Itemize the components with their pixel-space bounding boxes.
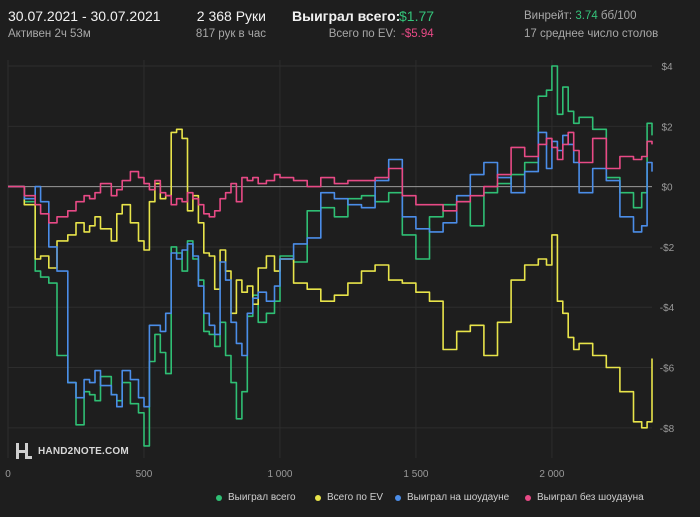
legend-label: Всего по EV <box>327 492 384 503</box>
legend-item-won-total[interactable]: Выиграл всего <box>216 492 296 503</box>
ev-total-value: -$5.94 <box>401 28 434 40</box>
legend-label: Выиграл без шоудауна <box>537 492 644 503</box>
profit-chart[interactable]: $4 $2 $0 -$2 -$4 -$6 -$8 0 500 1 000 1 500 2 000 <box>0 0 700 490</box>
series-line-4 <box>8 131 653 224</box>
y-tick-label: $0 <box>661 183 673 194</box>
winrate-value: 3.74 <box>575 10 598 22</box>
date-range[interactable]: 30.07.2021 - 30.07.2021 <box>8 8 161 24</box>
legend-item-ev-total[interactable]: Всего по EV <box>315 492 383 503</box>
legend-dot <box>216 494 222 501</box>
y-tick-label: $2 <box>661 122 673 133</box>
legend-label: Выиграл на шоудауне <box>407 492 510 503</box>
active-time: Активен 2ч 53м <box>8 28 91 40</box>
series-line-3 <box>8 131 653 408</box>
x-tick-label: 2 000 <box>539 469 564 480</box>
avg-tables: 17 среднее число столов <box>524 28 659 40</box>
y-tick-label: $4 <box>661 62 673 73</box>
legend-dot <box>315 494 321 501</box>
chart-legend: Выиграл всего Всего по EV Выиграл на шоу… <box>0 492 700 510</box>
legend-label: Выиграл всего <box>228 492 296 503</box>
hands-count: 2 368 Руки <box>196 8 266 24</box>
x-tick-label: 1 000 <box>267 469 292 480</box>
won-total-label: Выиграл всего: <box>292 8 401 24</box>
winrate-unit: бб/100 <box>600 10 637 22</box>
y-tick-label: -$2 <box>660 243 675 254</box>
x-tick-label: 0 <box>5 469 11 480</box>
legend-item-won-showdown[interactable]: Выиграл на шоудауне <box>395 492 509 503</box>
hand2note-logo-icon <box>16 443 32 459</box>
won-total-value: $1.77 <box>399 8 435 24</box>
x-tick-label: 1 500 <box>403 469 428 480</box>
y-tick-label: -$8 <box>660 424 675 435</box>
stats-header: 30.07.2021 - 30.07.2021 Активен 2ч 53м 2… <box>0 0 700 46</box>
hands-per-hour: 817 рук в час <box>195 28 266 40</box>
legend-item-won-non-showdown[interactable]: Выиграл без шоудауна <box>525 492 644 503</box>
legend-dot <box>525 494 531 501</box>
x-tick-label: 500 <box>136 469 153 480</box>
hand2note-logo: HAND2NOTE.COM <box>14 441 129 461</box>
y-tick-label: -$6 <box>660 364 675 375</box>
hand2note-logo-text: HAND2NOTE.COM <box>38 445 129 457</box>
series-line-2 <box>8 128 653 429</box>
legend-dot <box>395 494 401 501</box>
winrate: Винрейт: 3.74 бб/100 <box>524 10 636 22</box>
y-tick-label: -$4 <box>660 303 675 314</box>
winrate-label: Винрейт: <box>524 10 573 22</box>
series-line-1 <box>8 65 653 447</box>
ev-total-label: Всего по EV: <box>328 28 396 40</box>
